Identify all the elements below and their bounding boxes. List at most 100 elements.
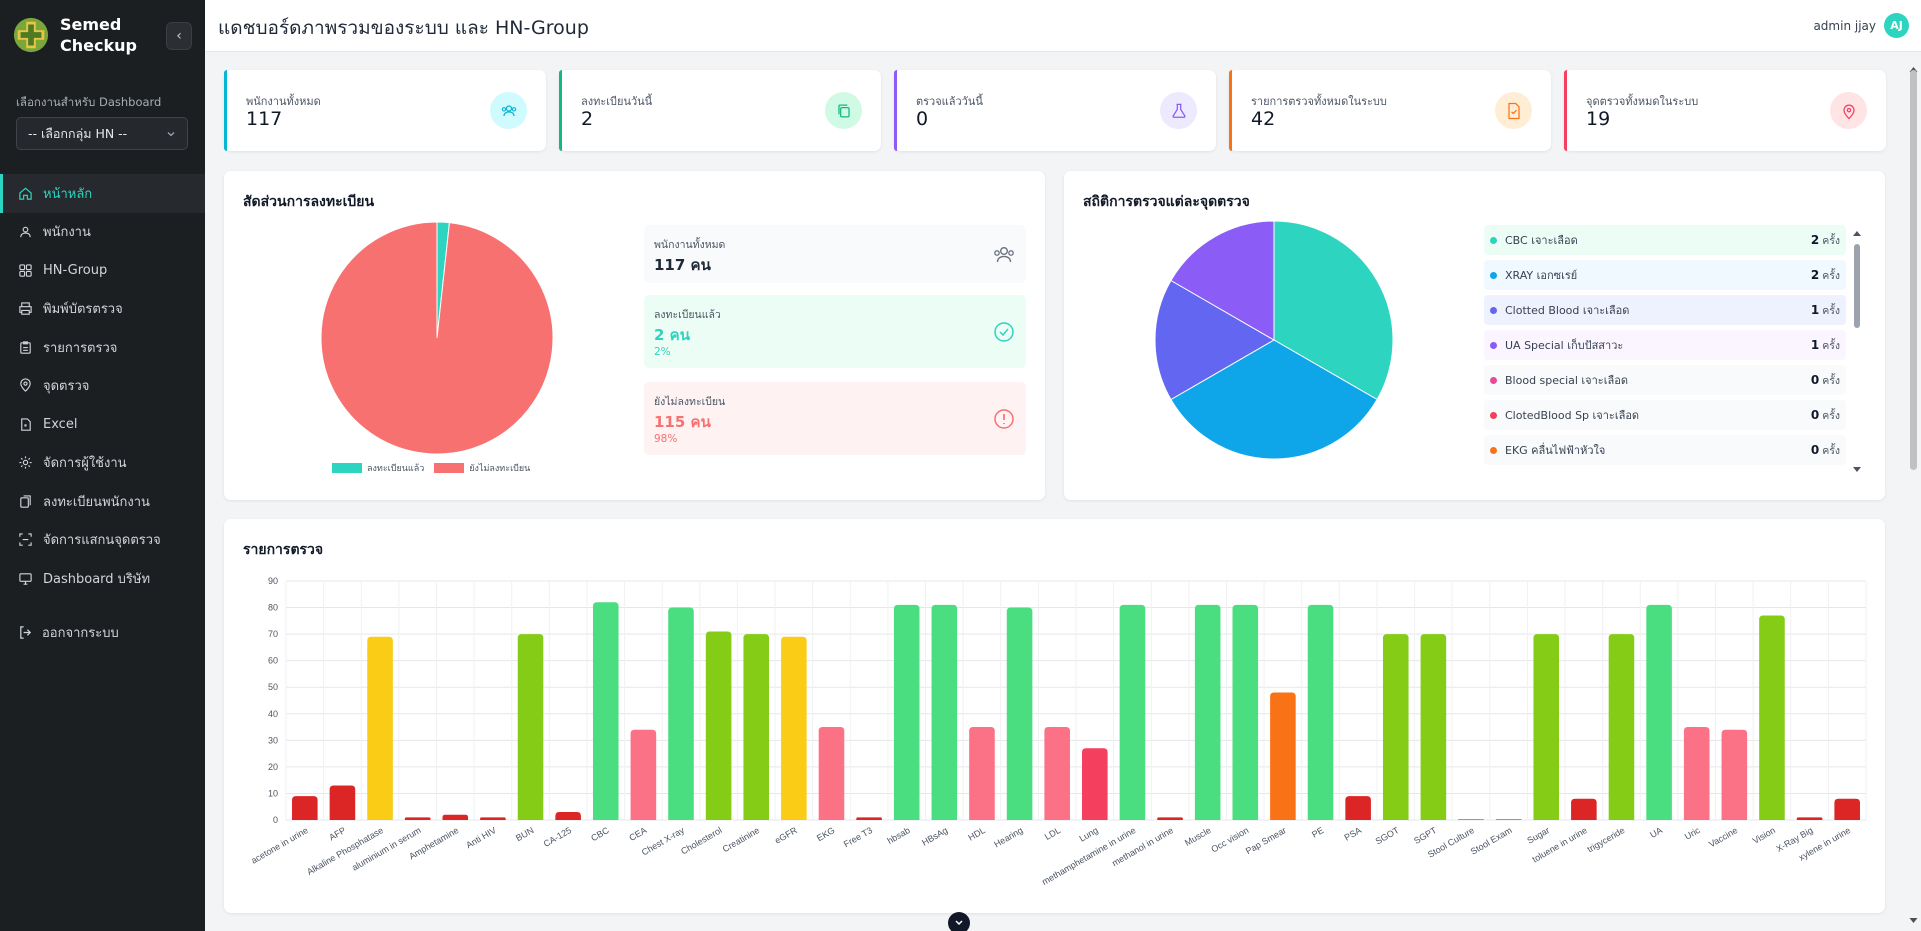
bar-hbsab[interactable] <box>893 604 920 820</box>
bar-chest-x-ray[interactable] <box>668 607 694 820</box>
x-tick-label: Muscle <box>1183 825 1213 848</box>
users-icon <box>501 104 516 116</box>
bar-toluene-in-urine[interactable] <box>1571 798 1597 820</box>
station-list-item[interactable]: XRAY เอกซเรย์ 2 ครั้ง <box>1484 260 1846 290</box>
bar-stool-exam[interactable] <box>1495 819 1522 820</box>
bar-uric[interactable] <box>1683 727 1710 820</box>
station-dot <box>1490 341 1497 349</box>
registered-box: ลงทะเบียนแล้ว 2 คน 2% <box>644 295 1026 368</box>
station-pie-slice-3[interactable] <box>1170 221 1275 341</box>
collapse-sidebar-button[interactable]: ‹ <box>166 22 192 50</box>
logout-button[interactable]: ออกจากระบบ <box>18 622 119 643</box>
brand[interactable]: Semed Checkup <box>12 14 137 56</box>
sidebar-item-1[interactable]: พนักงาน <box>0 213 205 252</box>
bar-ekg[interactable] <box>818 727 845 820</box>
page-title: แดชบอร์ดภาพรวมของระบบ และ HN-Group <box>218 17 589 39</box>
sidebar: Semed Checkup ‹ เลือกงานสำหรับ Dashboard… <box>0 0 205 931</box>
sidebar-item-5[interactable]: จุดตรวจ <box>0 367 205 406</box>
y-tick-label: 70 <box>268 629 278 639</box>
hn-group-select[interactable]: -- เลือกกลุ่ม HN -- <box>16 117 188 150</box>
station-list-item[interactable]: Clotted Blood เจาะเลือด 1 ครั้ง <box>1484 295 1846 325</box>
station-list-item[interactable]: UA Special เก็บปัสสาวะ 1 ครั้ง <box>1484 330 1846 360</box>
logout-icon <box>20 626 32 639</box>
stat-value: 19 <box>1586 108 1611 130</box>
brand-line1: Semed <box>60 15 122 34</box>
bar-methamphetamine-in-urine[interactable] <box>1119 604 1146 820</box>
stat-card-3: รายการตรวจทั้งหมดในระบบ 42 <box>1229 70 1551 151</box>
x-tick-label: Cholesterol <box>679 825 723 856</box>
station-list-item[interactable]: ClotedBlood Sp เจาะเลือด 0 ครั้ง <box>1484 400 1846 430</box>
legend-registered: ลงทะเบียนแล้ว <box>367 464 425 474</box>
bar-ca-125[interactable] <box>555 812 581 820</box>
bar-acetone-in-urine[interactable] <box>292 796 318 820</box>
x-tick-label: Vaccine <box>1707 825 1739 849</box>
bar-creatinine[interactable] <box>743 634 770 820</box>
stat-value: 2 <box>581 108 594 130</box>
registration-pie-slice-1[interactable] <box>320 221 554 455</box>
page-scrollbar[interactable] <box>1906 60 1921 931</box>
bar-bun[interactable] <box>517 634 544 820</box>
sidebar-item-8[interactable]: ลงทะเบียนพนักงาน <box>0 482 205 521</box>
station-pie-slice-0[interactable] <box>1273 221 1394 401</box>
sidebar-item-label: หน้าหลัก <box>43 186 93 202</box>
station-list-item[interactable]: CBC เจาะเลือด 2 ครั้ง <box>1484 225 1846 255</box>
sidebar-item-4[interactable]: รายการตรวจ <box>0 328 205 367</box>
sidebar-item-label: พิมพ์บัตรตรวจ <box>43 302 123 318</box>
bar-alkaline-phosphatase[interactable] <box>367 636 393 820</box>
sidebar-item-10[interactable]: Dashboard บริษัท <box>0 559 205 598</box>
station-list-item[interactable]: Blood special เจาะเลือด 0 ครั้ง <box>1484 365 1846 395</box>
sidebar-item-2[interactable]: HN-Group <box>0 251 205 290</box>
bar-sugar[interactable] <box>1533 634 1560 820</box>
station-dot <box>1490 236 1497 244</box>
station-list-scrollbar[interactable] <box>1852 227 1862 475</box>
bar-psa[interactable] <box>1345 796 1371 820</box>
bar-xylene-in-urine[interactable] <box>1834 798 1860 820</box>
bar-methanol-in-urine[interactable] <box>1157 817 1183 820</box>
bar-muscle[interactable] <box>1194 604 1221 820</box>
bar-stool-culture[interactable] <box>1458 819 1484 820</box>
avatar[interactable]: AJ <box>1884 13 1909 38</box>
sidebar-item-label: ลงทะเบียนพนักงาน <box>43 494 150 510</box>
sidebar-item-label: รายการตรวจ <box>43 340 118 356</box>
bar-cholesterol[interactable] <box>705 631 732 820</box>
bar-cbc[interactable] <box>592 602 619 820</box>
bar-vision[interactable] <box>1759 615 1785 820</box>
x-tick-label: PSA <box>1343 825 1364 843</box>
sidebar-item-3[interactable]: พิมพ์บัตรตรวจ <box>0 290 205 329</box>
sidebar-item-7[interactable]: จัดการผู้ใช้งาน <box>0 444 205 483</box>
user-menu[interactable]: admin jjay AJ <box>1813 13 1909 38</box>
station-name: XRAY เอกซเรย์ <box>1505 269 1578 282</box>
bar-amphetamine[interactable] <box>442 814 469 820</box>
x-tick-label: Sugar <box>1525 825 1551 846</box>
bar-vaccine[interactable] <box>1721 729 1748 820</box>
bar-pe[interactable] <box>1307 604 1334 820</box>
bar-trigyceride[interactable] <box>1608 634 1635 820</box>
sidebar-item-0[interactable]: หน้าหลัก <box>0 174 205 213</box>
bar-pap-smear[interactable] <box>1270 692 1296 820</box>
bar-hdl[interactable] <box>969 727 995 820</box>
bar-aluminium-in-serum[interactable] <box>404 817 431 820</box>
bar-ldl[interactable] <box>1044 727 1070 820</box>
sidebar-item-9[interactable]: จัดการแสกนจุดตรวจ <box>0 521 205 560</box>
bar-hbsag[interactable] <box>931 604 958 820</box>
bar-x-ray-big[interactable] <box>1796 817 1823 820</box>
station-list-item[interactable]: EKG คลื่นไฟฟ้าหัวใจ 0 ครั้ง <box>1484 435 1846 465</box>
sidebar-item-6[interactable]: Excel <box>0 405 205 444</box>
bar-sgot[interactable] <box>1382 634 1409 820</box>
bar-hearing[interactable] <box>1006 607 1033 820</box>
station-pie-slice-2[interactable] <box>1154 279 1275 401</box>
station-pie-slice-1[interactable] <box>1170 339 1378 460</box>
bar-free-t3[interactable] <box>856 817 882 820</box>
bar-anti-hiv[interactable] <box>480 817 506 820</box>
x-tick-label: Lung <box>1077 825 1099 844</box>
bar-lung[interactable] <box>1082 748 1108 820</box>
scroll-down-button[interactable] <box>948 912 970 931</box>
x-tick-label: CA-125 <box>542 825 573 849</box>
bar-occ-vision[interactable] <box>1232 604 1259 820</box>
bar-ua[interactable] <box>1646 604 1672 820</box>
bar-afp[interactable] <box>329 785 356 820</box>
bar-sgpt[interactable] <box>1420 634 1447 820</box>
bar-cea[interactable] <box>630 729 657 820</box>
registration-card: สัดส่วนการลงทะเบียน ลงทะเบียนแล้ว ยังไม่… <box>224 171 1045 500</box>
bar-egfr[interactable] <box>781 636 807 820</box>
